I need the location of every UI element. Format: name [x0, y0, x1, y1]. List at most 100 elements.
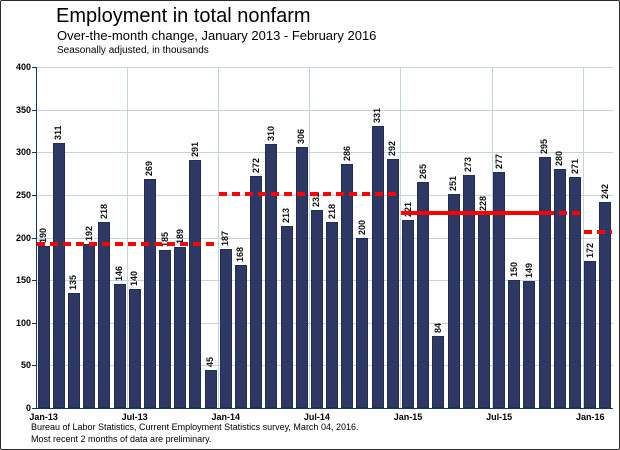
bar-value-label-Feb-13: 311	[53, 125, 64, 140]
gridline-v-Jul-14	[309, 67, 311, 408]
gridline-h-50	[36, 365, 613, 367]
bar-Jun-13	[113, 283, 126, 408]
bar-Aug-15	[508, 280, 521, 408]
bar-value-label-Jul-15: 277	[493, 153, 504, 169]
source-note: Bureau of Labor Statistics, Current Empl…	[31, 422, 359, 432]
bar-value-label-Sep-15: 149	[523, 262, 534, 278]
bar-Dec-14	[386, 159, 399, 408]
average-line-2014	[219, 192, 400, 197]
bar-May-15	[462, 175, 475, 408]
average-line-2016	[583, 229, 612, 234]
y-axis-tickmark-200	[32, 237, 36, 239]
gridline-v-Jan-15	[400, 67, 402, 408]
x-axis-tick-label-Jul-15: Jul-15	[486, 412, 513, 422]
y-axis-tickmark-300	[32, 152, 36, 154]
bar-Jan-14	[219, 248, 232, 408]
gridline-h-200	[36, 237, 613, 239]
bar-value-label-Aug-13: 269	[144, 160, 155, 176]
bar-Feb-16	[599, 201, 612, 408]
bar-value-label-Apr-13: 192	[83, 226, 94, 242]
gridline-v-Jul-13	[127, 67, 129, 408]
bar-Jan-13	[37, 246, 50, 408]
gridline-v-Jul-15	[491, 67, 493, 408]
bar-value-label-Nov-13: 291	[189, 141, 200, 157]
bar-Apr-13	[83, 244, 96, 408]
bar-value-label-Feb-15: 265	[417, 164, 428, 180]
bar-value-label-Jun-14: 306	[296, 129, 307, 145]
bar-Sep-15	[523, 280, 536, 408]
x-axis-tick-label-Jan-13: Jan-13	[29, 412, 58, 422]
bar-value-label-May-14: 213	[281, 208, 292, 224]
bar-Apr-15	[447, 194, 460, 408]
bar-Jul-13	[128, 288, 141, 408]
bar-Jan-15	[402, 219, 415, 408]
bar-Nov-15	[553, 169, 566, 408]
y-axis-tick-label-300: 300	[15, 147, 31, 158]
bar-value-label-Nov-14: 331	[372, 107, 383, 123]
y-axis	[36, 67, 37, 408]
bar-May-13	[98, 222, 111, 408]
y-axis-tickmark-100	[32, 322, 36, 324]
bar-value-label-Oct-15: 295	[539, 138, 550, 154]
y-axis-tick-label-150: 150	[15, 275, 31, 286]
bar-value-label-Aug-14: 218	[326, 204, 337, 220]
y-axis-tickmark-50	[32, 365, 36, 367]
bar-Nov-14	[371, 125, 384, 408]
bar-value-label-Dec-14: 292	[387, 141, 398, 157]
bar-value-label-Jan-13: 190	[38, 227, 49, 244]
y-axis-tick-label-400: 400	[15, 62, 31, 72]
bar-value-label-Mar-13: 135	[68, 274, 79, 290]
bar-Mar-15	[432, 336, 445, 408]
bar-value-label-Oct-14: 200	[356, 219, 367, 235]
bar-Oct-14	[356, 237, 369, 408]
bar-Feb-14	[234, 264, 247, 408]
bar-value-label-Mar-15: 84	[432, 323, 443, 334]
average-line-2013	[37, 242, 218, 247]
y-axis-tick-label-100: 100	[15, 317, 31, 328]
x-axis-tick-label-Jul-13: Jul-13	[121, 412, 148, 422]
bar-Oct-15	[538, 156, 551, 408]
bar-Jan-16	[584, 261, 597, 408]
bar-Dec-13	[204, 369, 217, 408]
y-axis-tick-label-0: 0	[25, 403, 31, 413]
bar-value-label-Jun-13: 146	[114, 265, 125, 281]
average-line-2015-dashes	[545, 210, 582, 215]
y-axis-tickmark-350	[32, 109, 36, 111]
gridline-h-150	[36, 280, 613, 282]
bar-Sep-14	[341, 164, 354, 408]
y-axis-tick-label-350: 350	[15, 104, 31, 115]
bar-Nov-13	[189, 159, 202, 408]
bar-value-label-Feb-16: 242	[599, 183, 610, 199]
bar-value-label-Jan-16: 172	[584, 243, 595, 259]
preliminary-note: Most recent 2 months of data are prelimi…	[31, 434, 212, 444]
chart-title: Employment in total nonfarm	[56, 5, 311, 27]
bar-value-label-Dec-15: 271	[569, 158, 580, 174]
bar-value-label-Apr-15: 251	[448, 175, 459, 192]
bar-Feb-15	[417, 182, 430, 408]
y-axis-tick-label-250: 250	[15, 189, 31, 200]
bar-Jun-14	[295, 147, 308, 408]
y-axis-tickmark-0	[32, 408, 36, 409]
gridline-h-100	[36, 322, 613, 324]
bar-value-label-Jul-13: 140	[129, 270, 140, 286]
bar-value-label-Jun-15: 228	[478, 195, 489, 211]
gridline-h-400	[36, 67, 613, 68]
y-axis-tickmark-150	[32, 280, 36, 282]
gridline-v-Jan-14	[218, 67, 220, 408]
bar-Jul-14	[310, 210, 323, 408]
gridline-h-350	[36, 109, 613, 111]
bar-Oct-13	[174, 246, 187, 408]
y-axis-tickmark-400	[32, 67, 36, 68]
bar-value-label-Jan-14: 187	[220, 230, 231, 246]
bar-Aug-14	[326, 222, 339, 408]
chart-units-note: Seasonally adjusted, in thousands	[57, 45, 209, 56]
bar-value-label-Apr-14: 310	[265, 125, 276, 141]
bar-Dec-15	[569, 176, 582, 408]
x-axis-tick-label-Jan-14: Jan-14	[211, 412, 241, 422]
bar-value-label-May-13: 218	[98, 204, 109, 220]
bar-May-14	[280, 226, 293, 408]
bar-Mar-13	[67, 292, 80, 408]
x-axis-tick-label-Jan-16: Jan-16	[575, 412, 605, 422]
bar-Jun-15	[477, 213, 490, 408]
